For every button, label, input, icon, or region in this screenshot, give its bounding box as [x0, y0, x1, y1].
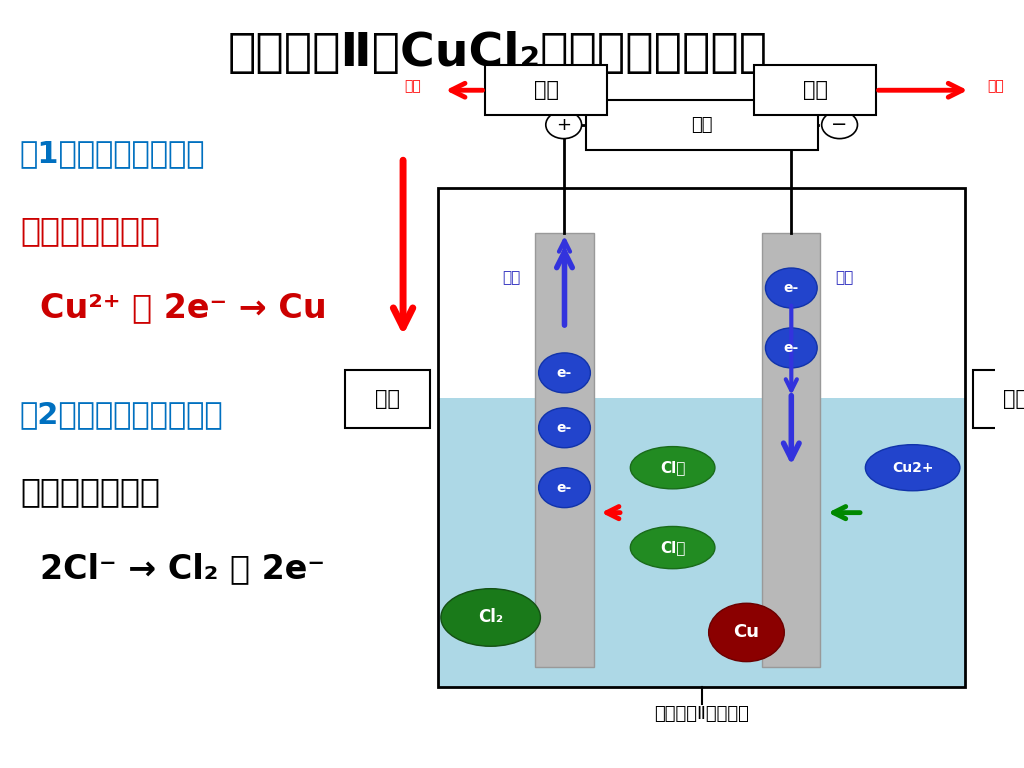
Bar [438, 398, 966, 687]
Circle shape [539, 468, 591, 508]
Text: Cl－: Cl－ [659, 460, 685, 475]
Text: Cu2+: Cu2+ [892, 461, 934, 475]
Circle shape [765, 328, 817, 368]
Bar [345, 370, 430, 428]
Text: 陽極: 陽極 [375, 389, 400, 409]
Bar [536, 233, 594, 667]
Text: 陰極：還元反応: 陰極：還元反応 [19, 214, 160, 247]
Text: 電流: 電流 [987, 79, 1004, 94]
Text: 正極: 正極 [534, 80, 558, 101]
Text: Cl₂: Cl₂ [478, 608, 503, 627]
Ellipse shape [631, 447, 715, 489]
Text: （1）陰極で銅が析出: （1）陰極で銅が析出 [19, 139, 206, 168]
Bar [438, 188, 966, 687]
Text: e-: e- [783, 341, 799, 355]
Circle shape [546, 111, 582, 138]
Text: 電子: 電子 [836, 270, 853, 286]
Circle shape [821, 111, 857, 138]
Text: e-: e- [557, 366, 572, 380]
Text: 電池: 電池 [691, 116, 713, 134]
Text: e-: e- [783, 281, 799, 295]
Text: 電流: 電流 [404, 79, 422, 94]
Ellipse shape [441, 588, 541, 646]
Circle shape [765, 268, 817, 308]
Bar [485, 65, 606, 115]
Circle shape [539, 408, 591, 448]
Ellipse shape [865, 445, 959, 491]
Text: e-: e- [557, 421, 572, 435]
Text: 2Cl⁻ → Cl₂ ＋ 2e⁻: 2Cl⁻ → Cl₂ ＋ 2e⁻ [40, 552, 325, 584]
Text: 電子: 電子 [503, 270, 520, 286]
Text: 陽極：酸化反応: 陽極：酸化反応 [19, 475, 160, 508]
Bar [755, 65, 876, 115]
Text: 塩化銅（Ⅱ）水溶液: 塩化銅（Ⅱ）水溶液 [654, 705, 750, 723]
Text: e-: e- [557, 481, 572, 495]
Text: Cl－: Cl－ [659, 540, 685, 555]
Bar [974, 370, 1024, 428]
Text: 塩化銅（Ⅱ）CuCl₂水溶液の電気分解: 塩化銅（Ⅱ）CuCl₂水溶液の電気分解 [227, 31, 768, 76]
Text: Cu²⁺ ＋ 2e⁻ → Cu: Cu²⁺ ＋ 2e⁻ → Cu [40, 291, 327, 323]
Bar [762, 233, 820, 667]
Text: 負極: 負極 [803, 80, 827, 101]
Text: （2）陽極で塩素が発生: （2）陽極で塩素が発生 [19, 400, 223, 429]
Text: +: + [556, 116, 571, 134]
Circle shape [709, 604, 784, 662]
Ellipse shape [631, 527, 715, 568]
Text: −: − [831, 115, 848, 134]
Text: Cu: Cu [733, 624, 760, 641]
Circle shape [539, 353, 591, 392]
Bar [586, 100, 818, 150]
Text: 陰極: 陰極 [1004, 389, 1024, 409]
